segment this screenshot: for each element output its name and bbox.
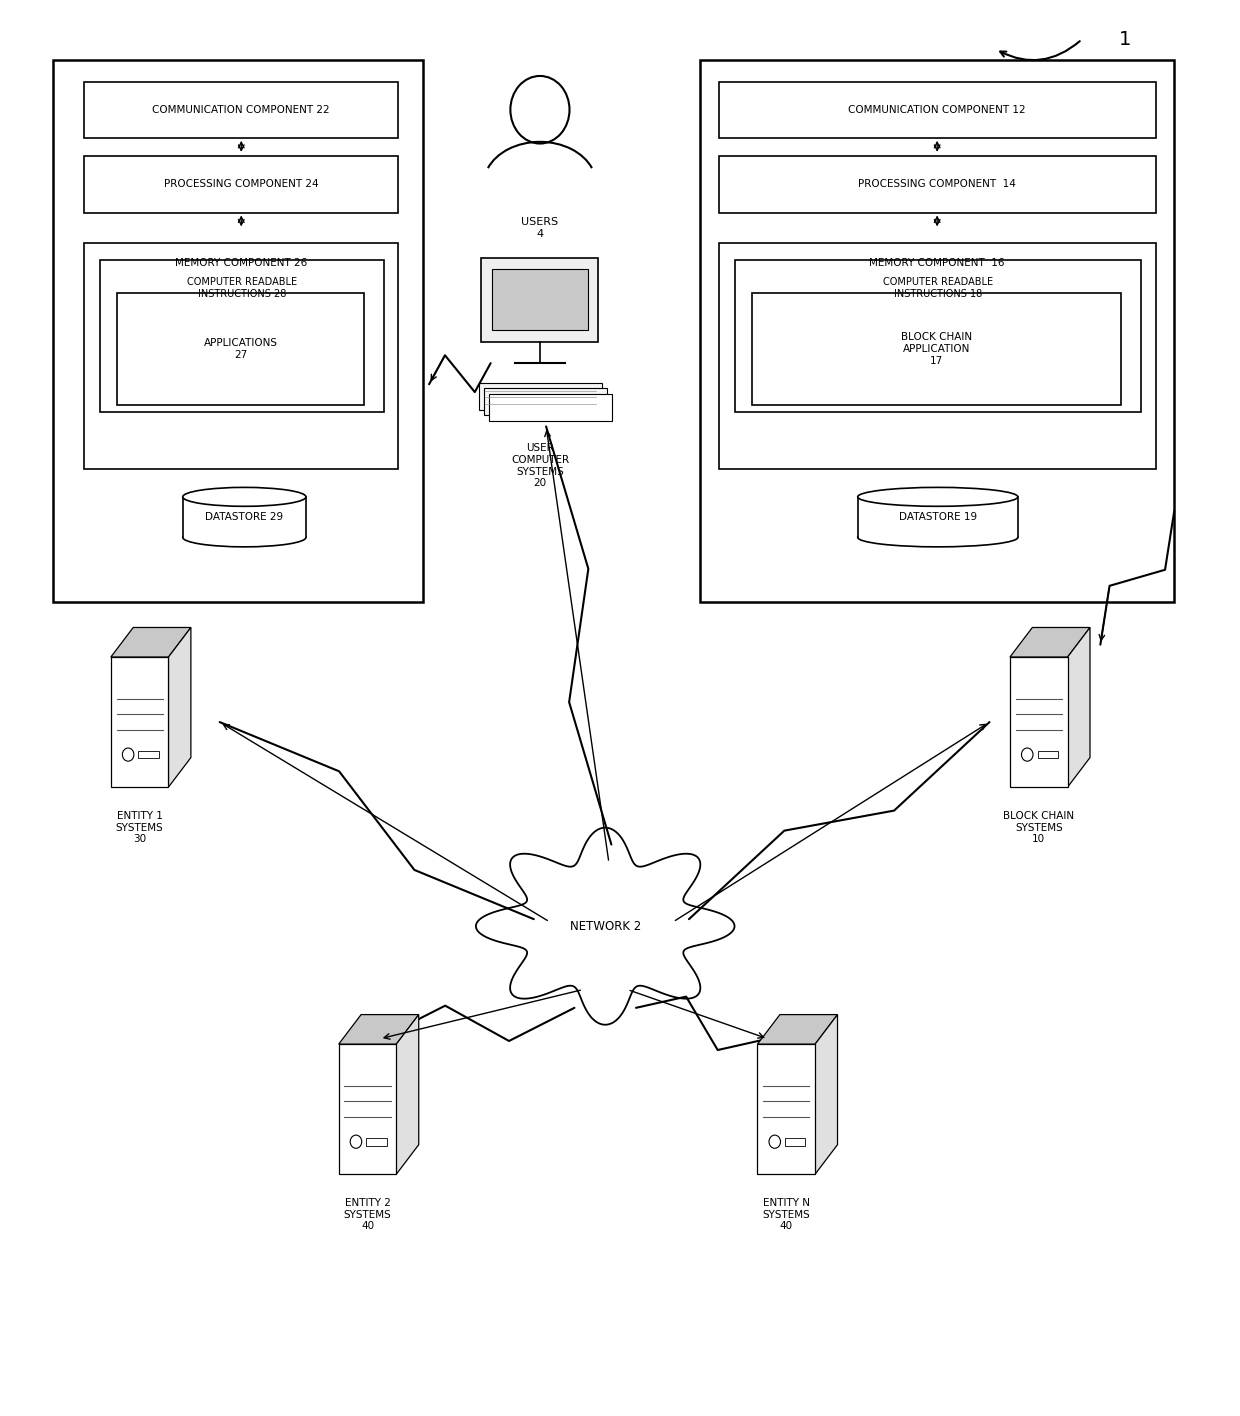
FancyBboxPatch shape xyxy=(492,269,588,330)
Text: COMMUNICATION COMPONENT 22: COMMUNICATION COMPONENT 22 xyxy=(153,105,330,115)
Text: DATASTORE 19: DATASTORE 19 xyxy=(899,513,977,523)
FancyBboxPatch shape xyxy=(489,394,611,421)
Polygon shape xyxy=(182,497,306,538)
Text: COMPUTER READABLE
INSTRUCTIONS 18: COMPUTER READABLE INSTRUCTIONS 18 xyxy=(883,278,993,299)
Text: NETWORK 2: NETWORK 2 xyxy=(569,919,641,933)
FancyBboxPatch shape xyxy=(479,382,601,409)
Polygon shape xyxy=(758,1044,815,1174)
Text: USER
COMPUTER
SYSTEMS
20: USER COMPUTER SYSTEMS 20 xyxy=(511,443,569,489)
Ellipse shape xyxy=(182,487,306,507)
Circle shape xyxy=(350,1136,362,1148)
Text: PROCESSING COMPONENT  14: PROCESSING COMPONENT 14 xyxy=(858,180,1016,190)
FancyBboxPatch shape xyxy=(139,750,159,759)
Text: ENTITY N
SYSTEMS
40: ENTITY N SYSTEMS 40 xyxy=(763,1198,810,1232)
Polygon shape xyxy=(339,1044,397,1174)
Polygon shape xyxy=(169,627,191,787)
Circle shape xyxy=(1022,748,1033,762)
Text: 1: 1 xyxy=(1118,30,1131,50)
FancyBboxPatch shape xyxy=(718,156,1156,212)
Polygon shape xyxy=(110,627,191,657)
FancyBboxPatch shape xyxy=(718,82,1156,137)
Circle shape xyxy=(769,1136,780,1148)
Ellipse shape xyxy=(858,487,1018,507)
FancyBboxPatch shape xyxy=(1038,750,1058,759)
Polygon shape xyxy=(339,1015,419,1044)
Text: COMMUNICATION COMPONENT 12: COMMUNICATION COMPONENT 12 xyxy=(848,105,1025,115)
FancyBboxPatch shape xyxy=(53,61,423,602)
Circle shape xyxy=(511,76,569,143)
Text: DATASTORE 29: DATASTORE 29 xyxy=(206,513,284,523)
Text: MEMORY COMPONENT  16: MEMORY COMPONENT 16 xyxy=(869,258,1004,268)
FancyBboxPatch shape xyxy=(484,388,606,415)
FancyBboxPatch shape xyxy=(481,258,599,343)
Polygon shape xyxy=(110,657,169,787)
FancyBboxPatch shape xyxy=(718,244,1156,469)
Text: ENTITY 1
SYSTEMS
30: ENTITY 1 SYSTEMS 30 xyxy=(115,811,164,844)
Ellipse shape xyxy=(858,528,1018,547)
Text: USERS
4: USERS 4 xyxy=(521,217,558,239)
FancyBboxPatch shape xyxy=(118,293,363,405)
Text: BLOCK CHAIN
SYSTEMS
10: BLOCK CHAIN SYSTEMS 10 xyxy=(1003,811,1074,844)
Text: COMPUTER READABLE
INSTRUCTIONS 28: COMPUTER READABLE INSTRUCTIONS 28 xyxy=(187,278,296,299)
Polygon shape xyxy=(1009,657,1068,787)
FancyBboxPatch shape xyxy=(785,1138,805,1146)
Text: BLOCK CHAIN
APPLICATION
17: BLOCK CHAIN APPLICATION 17 xyxy=(901,333,972,365)
FancyBboxPatch shape xyxy=(84,82,398,137)
Polygon shape xyxy=(758,1015,837,1044)
FancyBboxPatch shape xyxy=(734,261,1141,412)
Polygon shape xyxy=(397,1015,419,1174)
Polygon shape xyxy=(1009,627,1090,657)
Text: APPLICATIONS
27: APPLICATIONS 27 xyxy=(203,338,278,360)
FancyBboxPatch shape xyxy=(100,261,383,412)
FancyBboxPatch shape xyxy=(84,244,398,469)
Polygon shape xyxy=(1068,627,1090,787)
FancyBboxPatch shape xyxy=(84,156,398,212)
FancyBboxPatch shape xyxy=(751,293,1121,405)
Polygon shape xyxy=(858,497,1018,538)
Circle shape xyxy=(123,748,134,762)
Polygon shape xyxy=(476,828,734,1025)
FancyBboxPatch shape xyxy=(366,1138,387,1146)
Ellipse shape xyxy=(182,528,306,547)
Polygon shape xyxy=(815,1015,837,1174)
Text: ENTITY 2
SYSTEMS
40: ENTITY 2 SYSTEMS 40 xyxy=(343,1198,392,1232)
Text: MEMORY COMPONENT 26: MEMORY COMPONENT 26 xyxy=(175,258,308,268)
Text: PROCESSING COMPONENT 24: PROCESSING COMPONENT 24 xyxy=(164,180,319,190)
FancyBboxPatch shape xyxy=(701,61,1174,602)
